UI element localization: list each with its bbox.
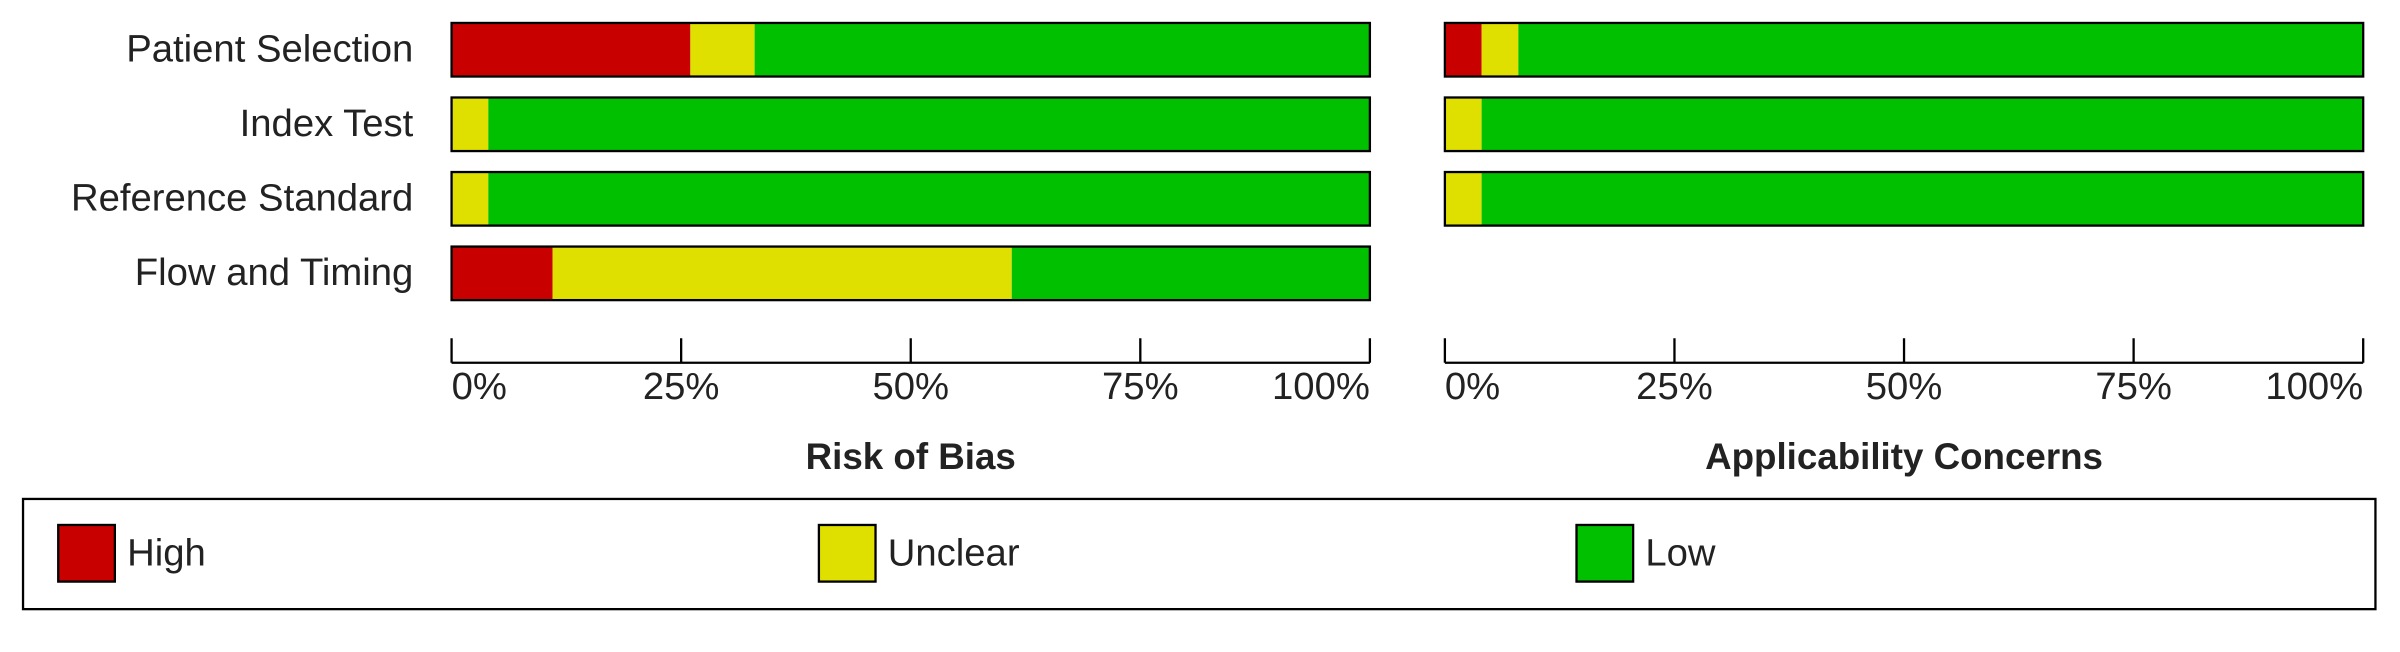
bar-segment xyxy=(1444,97,1482,152)
bar-segment xyxy=(690,22,755,77)
bar-segment xyxy=(1444,22,1482,77)
bar-outline xyxy=(1443,96,2365,153)
bar-segment xyxy=(451,172,489,226)
legend-swatch xyxy=(817,523,877,583)
axis-title: Applicability Concerns xyxy=(1705,436,2103,477)
x-tick-label: 0% xyxy=(452,365,507,408)
bar-segment xyxy=(1444,172,1482,226)
bar-segment xyxy=(488,172,1370,226)
bar-segment xyxy=(1481,22,1519,77)
bar-segment xyxy=(451,246,553,301)
legend-label: Unclear xyxy=(888,532,1020,575)
bar-segment xyxy=(1518,22,2364,77)
legend-label: High xyxy=(127,532,206,575)
bar-outline xyxy=(1443,21,2365,78)
legend-label: Low xyxy=(1645,532,1716,575)
category-label: Index Test xyxy=(240,102,414,145)
bar-segment xyxy=(451,22,691,77)
bar-segment xyxy=(1481,97,2364,152)
category-label: Reference Standard xyxy=(71,176,413,219)
legend-swatch xyxy=(1575,523,1635,583)
bar-segment xyxy=(552,246,1012,301)
x-tick-label: 100% xyxy=(2265,365,2363,408)
legend-box xyxy=(21,497,2377,611)
category-label: Patient Selection xyxy=(126,27,413,70)
bar-segment xyxy=(488,97,1370,152)
x-tick-label: 0% xyxy=(1445,365,1500,408)
axis-title: Risk of Bias xyxy=(806,436,1016,477)
bar-segment xyxy=(451,97,489,152)
bar-segment xyxy=(1481,172,2364,226)
bar-outline xyxy=(450,96,1372,153)
bar-outline xyxy=(450,170,1372,227)
x-tick-label: 75% xyxy=(2095,365,2172,408)
bar-segment xyxy=(754,22,1370,77)
x-tick-label: 75% xyxy=(1102,365,1179,408)
bar-outline xyxy=(450,245,1372,302)
bar-outline xyxy=(450,21,1372,78)
x-tick-label: 50% xyxy=(1866,365,1943,408)
x-tick-label: 50% xyxy=(872,365,949,408)
x-tick-label: 100% xyxy=(1272,365,1370,408)
bar-outline xyxy=(1443,170,2365,227)
x-tick-label: 25% xyxy=(643,365,720,408)
bar-segment xyxy=(1011,246,1370,301)
category-label: Flow and Timing xyxy=(135,251,414,294)
legend-swatch xyxy=(57,523,117,583)
x-tick-label: 25% xyxy=(1636,365,1713,408)
